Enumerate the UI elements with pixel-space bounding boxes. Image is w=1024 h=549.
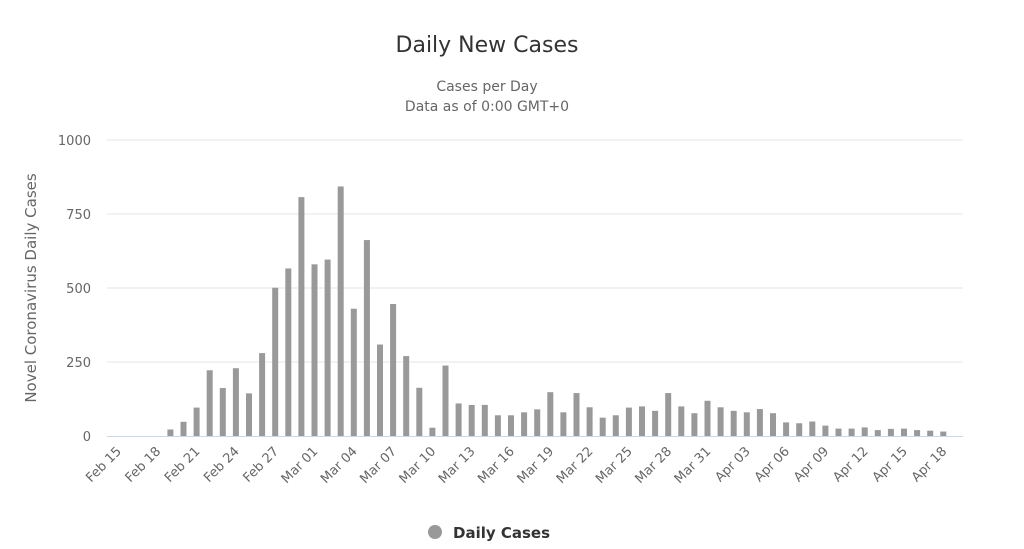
y-tick-labels: 0 250 500 750 1000 xyxy=(58,134,91,445)
legend[interactable]: Daily Cases xyxy=(428,524,550,542)
bar[interactable] xyxy=(796,423,803,436)
chart-subtitle-line-2: Data as of 0:00 GMT+0 xyxy=(405,99,569,115)
bar[interactable] xyxy=(285,268,292,436)
x-tick-label: Mar 07 xyxy=(357,444,400,487)
bar[interactable] xyxy=(390,303,397,436)
x-tick-label: Mar 25 xyxy=(593,444,636,487)
bar[interactable] xyxy=(652,410,659,436)
x-tick-label: Apr 09 xyxy=(791,444,832,485)
bar[interactable] xyxy=(193,407,200,436)
x-tick-label: Apr 12 xyxy=(830,444,871,485)
chart-title: Daily New Cases xyxy=(396,33,579,58)
bar[interactable] xyxy=(625,407,632,436)
bar[interactable] xyxy=(927,430,934,436)
y-tick-label: 500 xyxy=(66,282,91,297)
bar[interactable] xyxy=(678,406,685,436)
bar[interactable] xyxy=(901,428,907,436)
x-tick-label: Feb 27 xyxy=(241,444,283,486)
y-tick-label: 750 xyxy=(66,208,91,223)
bar[interactable] xyxy=(639,406,645,436)
bar[interactable] xyxy=(311,264,318,436)
x-tick-label: Mar 13 xyxy=(436,444,479,487)
bar[interactable] xyxy=(861,427,868,436)
bar[interactable] xyxy=(442,365,449,436)
x-tick-label: Mar 31 xyxy=(672,444,715,487)
x-tick-label: Mar 01 xyxy=(279,444,322,487)
bar[interactable] xyxy=(914,430,921,436)
x-tick-label: Mar 16 xyxy=(475,444,518,487)
x-tick-label: Mar 28 xyxy=(632,444,675,487)
x-tick-label: Apr 03 xyxy=(712,444,753,485)
bar[interactable] xyxy=(246,393,252,436)
bar[interactable] xyxy=(180,421,187,436)
bar[interactable] xyxy=(835,428,842,436)
bar[interactable] xyxy=(298,197,305,436)
legend-marker-daily-cases[interactable] xyxy=(428,525,442,539)
bar[interactable] xyxy=(350,308,357,436)
bar[interactable] xyxy=(547,392,554,436)
bar[interactable] xyxy=(508,415,514,436)
bar[interactable] xyxy=(691,413,698,436)
y-tick-label: 250 xyxy=(66,356,91,371)
bar[interactable] xyxy=(612,415,619,436)
bar[interactable] xyxy=(272,287,279,436)
x-tick-label: Feb 18 xyxy=(123,444,165,486)
bar[interactable] xyxy=(481,404,488,436)
bar[interactable] xyxy=(259,353,266,436)
bar[interactable] xyxy=(848,428,855,436)
x-tick-label: Apr 18 xyxy=(909,444,950,485)
x-tick-label: Mar 22 xyxy=(554,444,597,487)
bar[interactable] xyxy=(730,410,737,436)
x-tick-label: Feb 21 xyxy=(162,444,204,486)
bars xyxy=(167,186,947,437)
bar[interactable] xyxy=(337,186,344,436)
bar[interactable] xyxy=(783,422,790,436)
bar[interactable] xyxy=(665,393,672,436)
x-tick-label: Feb 15 xyxy=(83,444,125,486)
bar[interactable] xyxy=(874,430,881,436)
x-tick-label: Apr 06 xyxy=(752,444,793,485)
y-axis-label: Novel Coronavirus Daily Cases xyxy=(22,173,40,403)
bar[interactable] xyxy=(377,344,383,436)
bar[interactable] xyxy=(521,412,528,436)
x-tick-label: Mar 10 xyxy=(397,444,440,487)
y-tick-label: 1000 xyxy=(58,134,91,149)
x-tick-label: Feb 24 xyxy=(201,444,243,486)
bar[interactable] xyxy=(809,421,816,437)
x-tick-label: Mar 19 xyxy=(515,444,558,487)
bar[interactable] xyxy=(599,417,606,436)
bar[interactable] xyxy=(534,409,541,436)
bar[interactable] xyxy=(219,388,226,436)
bar[interactable] xyxy=(704,400,711,436)
bar[interactable] xyxy=(560,412,567,436)
legend-label-daily-cases[interactable]: Daily Cases xyxy=(453,524,550,542)
bar[interactable] xyxy=(403,356,410,436)
x-tick-label: Apr 15 xyxy=(870,444,911,485)
bar[interactable] xyxy=(429,427,436,436)
bar[interactable] xyxy=(743,412,750,436)
bar[interactable] xyxy=(770,413,776,436)
x-tick-label: Mar 04 xyxy=(318,444,361,487)
bar[interactable] xyxy=(494,415,501,436)
bar[interactable] xyxy=(468,404,475,436)
bar[interactable] xyxy=(717,407,724,436)
chart-subtitle-line-1: Cases per Day xyxy=(436,79,537,95)
bar[interactable] xyxy=(324,259,331,436)
bar[interactable] xyxy=(363,240,370,436)
bar[interactable] xyxy=(573,393,580,436)
bar[interactable] xyxy=(167,429,174,436)
bar[interactable] xyxy=(586,407,593,436)
bar[interactable] xyxy=(455,403,462,436)
bar[interactable] xyxy=(887,428,894,436)
bar[interactable] xyxy=(232,368,239,436)
bar[interactable] xyxy=(416,387,423,436)
gridlines xyxy=(107,139,963,363)
y-tick-label: 0 xyxy=(83,430,91,445)
bar[interactable] xyxy=(756,409,763,436)
bar[interactable] xyxy=(940,431,947,436)
bar[interactable] xyxy=(206,370,213,436)
bar[interactable] xyxy=(822,425,829,436)
